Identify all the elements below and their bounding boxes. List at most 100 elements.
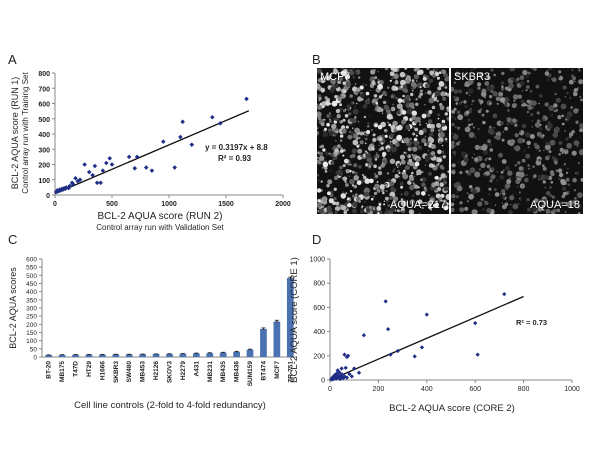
micrograph-texture-cell — [345, 125, 349, 129]
micrograph-texture-cell — [391, 200, 398, 207]
micrograph-texture-cell — [486, 207, 492, 214]
micrograph-texture-cell — [364, 137, 368, 141]
micrograph-texture-cell — [424, 155, 431, 161]
micrograph-texture-cell — [463, 100, 467, 104]
micrograph-texture-cell — [317, 111, 322, 118]
panel-a-r2: R² = 0.93 — [218, 154, 252, 163]
micrograph-texture-cell — [365, 150, 368, 153]
micrograph-texture-cell — [392, 120, 398, 127]
micrograph-texture-cell — [317, 159, 321, 164]
micrograph-texture-cell — [413, 141, 419, 147]
micrograph-texture-cell — [374, 183, 380, 190]
micrograph-texture-cell — [410, 146, 413, 149]
micrograph-texture-cell — [493, 126, 496, 129]
micrograph-texture-cell — [487, 128, 494, 135]
micrograph-texture-cell — [453, 107, 457, 111]
micrograph-texture-cell — [335, 108, 341, 114]
micrograph-texture-cell — [561, 122, 565, 126]
micrograph-texture-cell — [326, 184, 330, 188]
micrograph-texture-cell — [451, 109, 456, 114]
panel-c-category-label: HT29 — [86, 361, 93, 377]
panel-label-c: C — [8, 232, 18, 247]
micrograph-texture-cell — [409, 137, 412, 141]
micrograph-texture-cell — [578, 79, 583, 85]
micrograph-texture-cell — [483, 143, 485, 146]
micrograph-texture-cell — [429, 198, 435, 203]
micrograph-texture-cell — [478, 71, 484, 77]
micrograph-texture-cell — [465, 110, 470, 115]
micrograph-texture-cell — [574, 197, 577, 200]
micrograph-texture-cell — [531, 120, 533, 122]
micrograph-texture-cell — [437, 163, 440, 165]
micrograph-texture-cell — [441, 69, 446, 75]
micrograph-texture-cell — [441, 122, 446, 127]
panel-d-point — [352, 366, 357, 371]
micrograph-texture-cell — [571, 130, 575, 134]
micrograph-texture-cell — [468, 193, 474, 200]
micrograph-texture-cell — [375, 102, 379, 105]
micrograph-texture-cell — [413, 126, 416, 129]
micrograph-texture-cell — [452, 150, 457, 155]
micrograph-texture-cell — [349, 178, 355, 185]
micrograph-texture-cell — [445, 75, 449, 82]
panel-d-point — [342, 352, 347, 357]
micrograph-texture-cell — [445, 138, 448, 141]
micrograph-texture-cell — [374, 158, 378, 161]
micrograph-texture-cell — [330, 79, 336, 85]
micrograph-texture-cell — [330, 152, 334, 157]
micrograph-texture-cell — [442, 155, 446, 159]
micrograph-texture-cell — [550, 171, 555, 177]
micrograph-texture-cell — [504, 126, 508, 131]
panel-a-point — [244, 96, 249, 102]
micrograph-texture-cell — [399, 181, 404, 186]
micrograph-texture-cell — [501, 202, 504, 204]
panel-d-point — [383, 299, 388, 304]
micrograph-texture-cell — [545, 198, 547, 200]
micrograph-texture-cell — [521, 90, 524, 92]
micrograph-texture-cell — [412, 182, 415, 185]
micrograph-texture-cell — [412, 132, 416, 136]
panel-d-x-label: BCL-2 AQUA score (CORE 2) — [389, 403, 515, 414]
micrograph-texture-cell — [361, 205, 364, 208]
micrograph-texture-cell — [385, 190, 388, 193]
micrograph-texture-cell — [416, 169, 422, 176]
micrograph-texture-cell — [326, 122, 330, 127]
micrograph-texture-cell — [361, 98, 364, 101]
panel-c-category-label: MB453 — [140, 361, 147, 382]
panel-d-x-tick-label: 800 — [518, 386, 530, 393]
micrograph-texture-cell — [370, 128, 373, 132]
micrograph-texture-cell — [386, 113, 393, 120]
panel-c-y-tick-label: 50 — [30, 346, 38, 353]
micrograph-texture-cell — [334, 83, 339, 89]
micrograph-texture-cell — [317, 72, 319, 75]
micrograph-texture-cell — [484, 81, 490, 86]
panel-c-category-label: ZR-751 — [287, 361, 294, 383]
micrograph-texture-cell — [358, 136, 361, 140]
micrograph-texture-cell — [333, 117, 336, 120]
panel-d-x-tick-label: 600 — [469, 386, 481, 393]
panel-c-bar — [99, 354, 106, 357]
micrograph-texture-cell — [544, 144, 551, 151]
micrograph-texture-cell — [396, 103, 403, 110]
panel-d-point — [339, 366, 344, 371]
micrograph-texture-cell — [458, 89, 462, 94]
micrograph-texture-cell — [568, 79, 574, 85]
micrograph-texture-cell — [382, 100, 387, 105]
micrograph-texture-cell — [415, 157, 421, 162]
micrograph-texture-cell — [526, 80, 530, 83]
micrograph-texture-cell — [439, 132, 445, 138]
micrograph-texture-cell — [405, 124, 411, 130]
micrograph-texture-cell — [418, 69, 424, 75]
micrograph-texture-cell — [468, 132, 475, 138]
micrograph-texture-cell — [472, 189, 478, 195]
micrograph-texture-cell — [543, 175, 549, 180]
micrograph-texture-cell — [389, 71, 395, 77]
micrograph-texture-cell — [342, 89, 347, 94]
micrograph-texture-cell — [378, 203, 382, 206]
micrograph-texture-cell — [489, 95, 493, 99]
micrograph-texture-cell — [493, 73, 496, 77]
micrograph-texture-cell — [413, 74, 419, 80]
micrograph-texture-cell — [427, 119, 433, 124]
micrograph-texture-cell — [517, 161, 521, 165]
micrograph-texture-cell — [387, 121, 389, 124]
